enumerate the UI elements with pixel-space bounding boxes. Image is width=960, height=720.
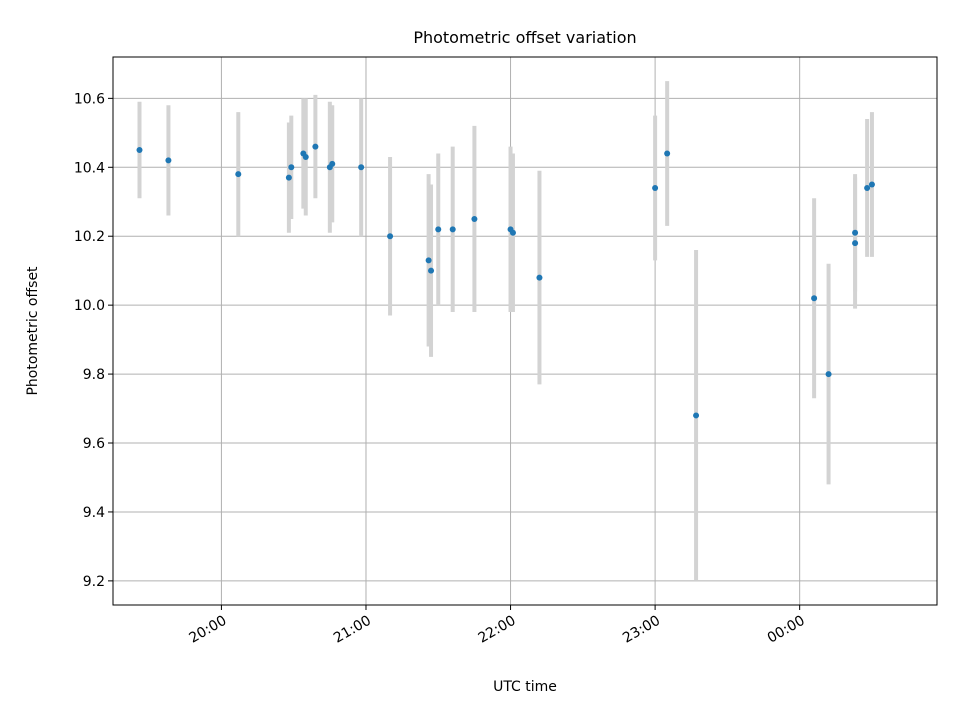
y-tick-label: 9.8 <box>83 367 105 383</box>
point-layer <box>136 143 875 419</box>
data-point <box>825 371 832 378</box>
y-tick-label: 10.4 <box>74 160 105 176</box>
y-axis-ticks: 9.2 9.4 9.6 9.8 10.0 10.2 10.4 10.6 <box>74 91 113 590</box>
data-point <box>136 147 143 154</box>
chart-title: Photometric offset variation <box>413 28 636 47</box>
data-point <box>449 226 456 233</box>
grid-lines <box>113 57 937 605</box>
y-tick-label: 9.6 <box>83 436 105 452</box>
data-point <box>358 164 365 171</box>
data-point <box>852 229 859 236</box>
data-point <box>288 164 295 171</box>
data-point <box>852 240 859 247</box>
data-point <box>312 143 319 150</box>
data-point <box>435 226 442 233</box>
data-point <box>387 233 394 240</box>
data-point <box>302 153 309 160</box>
data-point <box>425 257 432 264</box>
y-tick-label: 9.4 <box>83 505 105 521</box>
y-tick-label: 10.6 <box>74 91 105 107</box>
data-point <box>235 171 242 178</box>
y-tick-label: 10.0 <box>74 298 105 314</box>
data-point <box>165 157 172 164</box>
data-point <box>868 181 875 188</box>
data-point <box>811 295 818 302</box>
data-point <box>329 160 336 167</box>
plot-frame <box>112 56 938 606</box>
y-tick-label: 10.2 <box>74 229 105 245</box>
data-point <box>652 184 659 191</box>
data-point <box>509 229 516 236</box>
y-tick-label: 9.2 <box>83 574 105 590</box>
data-point <box>428 267 435 274</box>
data-point <box>285 174 292 181</box>
x-axis-label: UTC time <box>493 679 557 695</box>
data-point <box>471 215 478 222</box>
data-point <box>693 412 700 419</box>
data-point <box>664 150 671 157</box>
data-point <box>864 184 871 191</box>
data-point <box>536 274 543 281</box>
y-axis-label: Photometric offset <box>25 266 41 396</box>
